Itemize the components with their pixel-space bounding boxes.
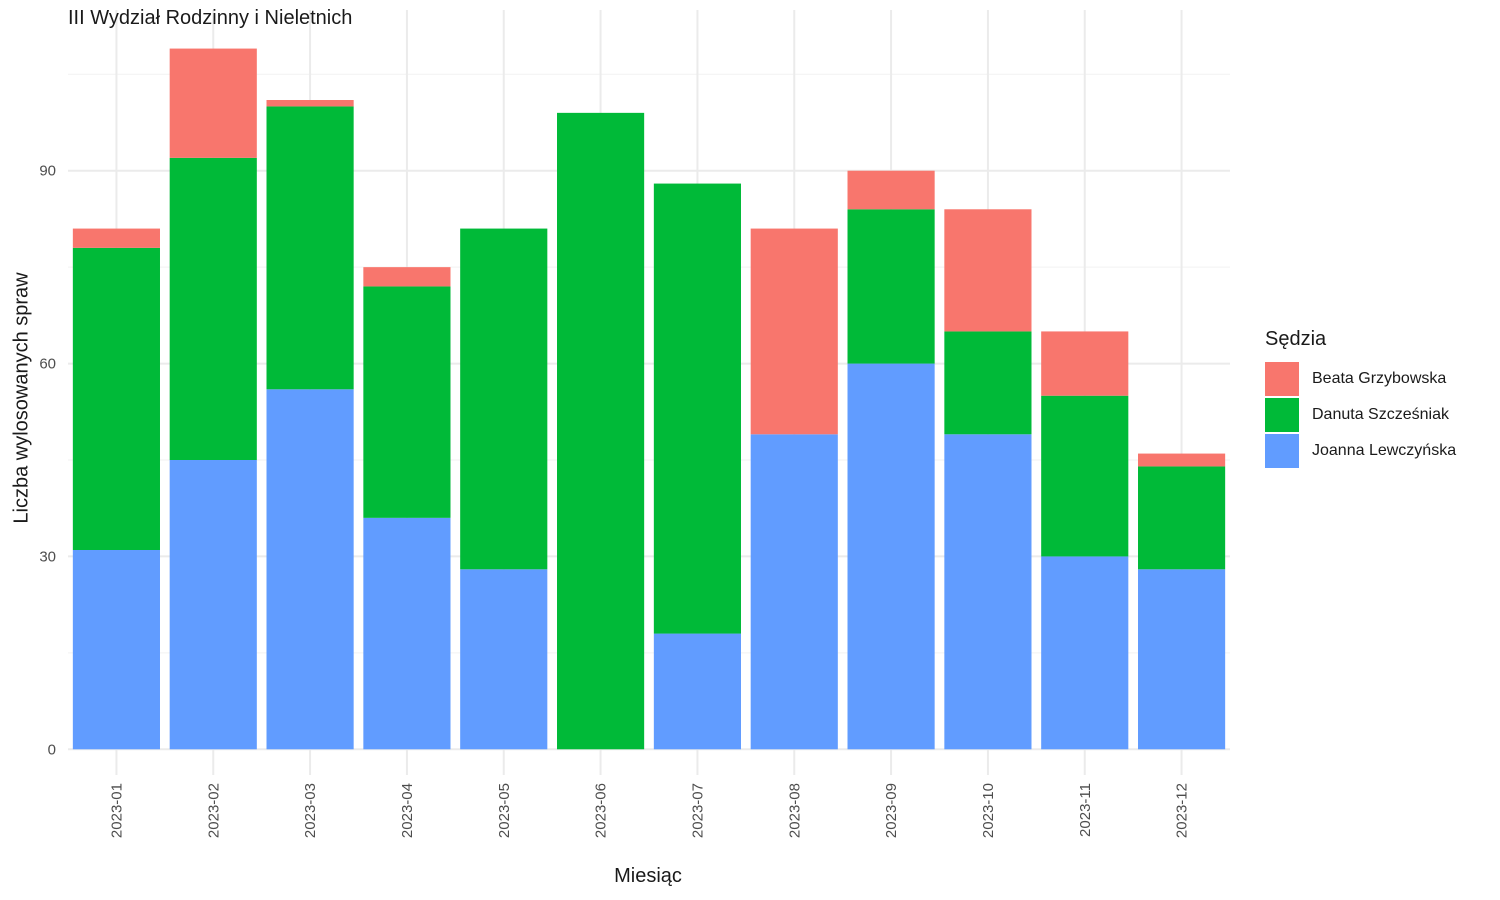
x-tick-label: 2023-02 xyxy=(205,783,222,838)
bar-segment xyxy=(653,633,741,750)
y-tick-label: 0 xyxy=(48,741,56,758)
bar-segment xyxy=(72,228,160,248)
bar-segment xyxy=(557,112,645,750)
legend-swatch-beata xyxy=(1265,362,1299,396)
bar-segment xyxy=(460,228,548,570)
legend: Sędzia Beata Grzybowska Danuta Szcześnia… xyxy=(1265,328,1456,469)
chart-title: III Wydział Rodzinny i Nieletnich xyxy=(68,7,353,29)
x-tick-label: 2023-09 xyxy=(883,783,900,838)
bar-segment xyxy=(266,389,354,750)
bar-segment xyxy=(1138,453,1226,467)
legend-title: Sędzia xyxy=(1265,328,1327,350)
bar-segment xyxy=(363,517,451,750)
x-axis-label: Miesiąc xyxy=(614,865,682,887)
bar-segment xyxy=(169,460,257,750)
bar-segment xyxy=(1138,569,1226,750)
bar-segment xyxy=(944,209,1032,332)
x-tick-label: 2023-05 xyxy=(496,783,513,838)
bar-segment xyxy=(847,170,935,210)
bar-segment xyxy=(169,157,257,460)
bar-segment xyxy=(363,267,451,287)
legend-item-joanna: Joanna Lewczyńska xyxy=(1265,433,1456,469)
bar-segment xyxy=(653,183,741,634)
bar-segment xyxy=(266,100,354,107)
x-tick-label: 2023-12 xyxy=(1174,783,1191,838)
bar-segment xyxy=(847,363,935,750)
bar-segment xyxy=(1041,556,1129,750)
bar-segment xyxy=(1041,331,1129,396)
bar-segment xyxy=(363,286,451,518)
x-tick-label: 2023-03 xyxy=(302,783,319,838)
bar-segment xyxy=(72,550,160,750)
bar-segment xyxy=(266,106,354,390)
bar-segment xyxy=(847,209,935,364)
x-tick-label: 2023-11 xyxy=(1077,783,1094,837)
bar-segment xyxy=(169,48,257,158)
x-tick-label: 2023-01 xyxy=(108,783,125,838)
bar-segment xyxy=(944,331,1032,435)
bar-segment xyxy=(1041,395,1129,557)
legend-item-beata: Beata Grzybowska xyxy=(1265,361,1456,397)
legend-item-danuta: Danuta Szcześniak xyxy=(1265,397,1456,433)
x-tick-label: 2023-10 xyxy=(980,783,997,838)
legend-label-danuta: Danuta Szcześniak xyxy=(1312,406,1449,423)
bar-segment xyxy=(750,434,838,750)
x-tick-label: 2023-08 xyxy=(786,783,803,838)
bar-segment xyxy=(72,247,160,550)
legend-label-joanna: Joanna Lewczyńska xyxy=(1312,442,1457,459)
y-tick-label: 90 xyxy=(39,163,56,180)
bar-segment xyxy=(460,569,548,750)
bar-segment xyxy=(944,434,1032,750)
y-axis-label: Liczba wylosowanych spraw xyxy=(10,272,33,524)
legend-swatch-danuta xyxy=(1265,398,1299,432)
bar-segment xyxy=(750,228,838,435)
bar-segment xyxy=(1138,466,1226,570)
y-tick-label: 60 xyxy=(39,356,56,373)
x-tick-label: 2023-04 xyxy=(399,783,416,838)
x-tick-label: 2023-07 xyxy=(689,783,706,838)
x-tick-label: 2023-06 xyxy=(593,783,610,838)
y-tick-label: 30 xyxy=(39,548,56,565)
legend-swatch-joanna xyxy=(1265,434,1299,468)
legend-label-beata: Beata Grzybowska xyxy=(1312,370,1447,387)
